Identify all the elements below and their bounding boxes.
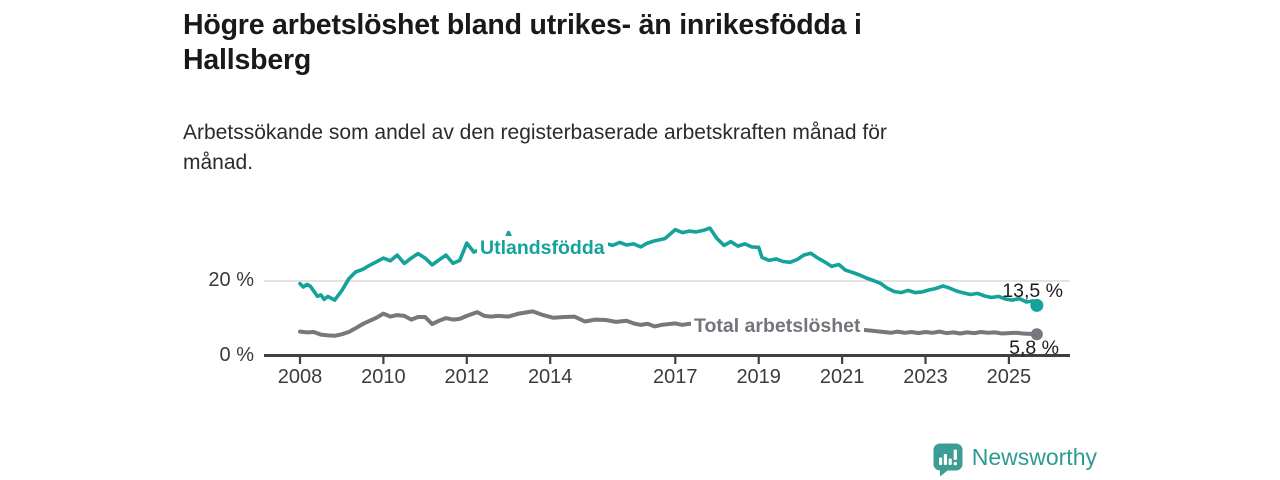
- end-value-label-total: 5,8 %: [1009, 337, 1059, 359]
- line-utlandsfodda: [298, 226, 1039, 308]
- end-value-label-utlandsfodda: 13,5 %: [1002, 280, 1063, 302]
- chart-subtitle: Arbetssökande som andel av den registerb…: [183, 121, 887, 175]
- newsworthy-logo[interactable]: Newsworthy: [933, 443, 1097, 477]
- y-axis-label-0: 0 %: [219, 344, 254, 366]
- end-dot-utlandsfodda: [1030, 298, 1044, 312]
- y-axis-label-20: 20 %: [208, 269, 254, 291]
- newsworthy-wordmark: Newsworthy: [971, 444, 1097, 470]
- x-axis-label: 2010: [361, 366, 406, 388]
- line-total-arbetsloshet: [298, 309, 1039, 338]
- chart-title: Högre arbetslöshet bland utrikes- än inr…: [183, 9, 862, 76]
- end-dot-total-arbetsloshet: [1030, 328, 1043, 341]
- x-axis-label: 2014: [528, 366, 573, 388]
- x-axis-label: 2017: [653, 366, 698, 388]
- x-axis-label: 2008: [278, 366, 323, 388]
- x-axis-label: 2023: [903, 366, 948, 388]
- x-axis-label: 2012: [445, 366, 490, 388]
- newsworthy-speech-bubble-icon: [933, 443, 963, 477]
- x-axis-label: 2025: [987, 366, 1032, 388]
- x-axis-label: 2021: [820, 366, 865, 388]
- x-axis-label: 2019: [736, 366, 781, 388]
- series-label-utlandsfodda: Utlandsfödda: [477, 236, 608, 261]
- series-label-total-arbetsloshet: Total arbetslöshet: [691, 314, 864, 339]
